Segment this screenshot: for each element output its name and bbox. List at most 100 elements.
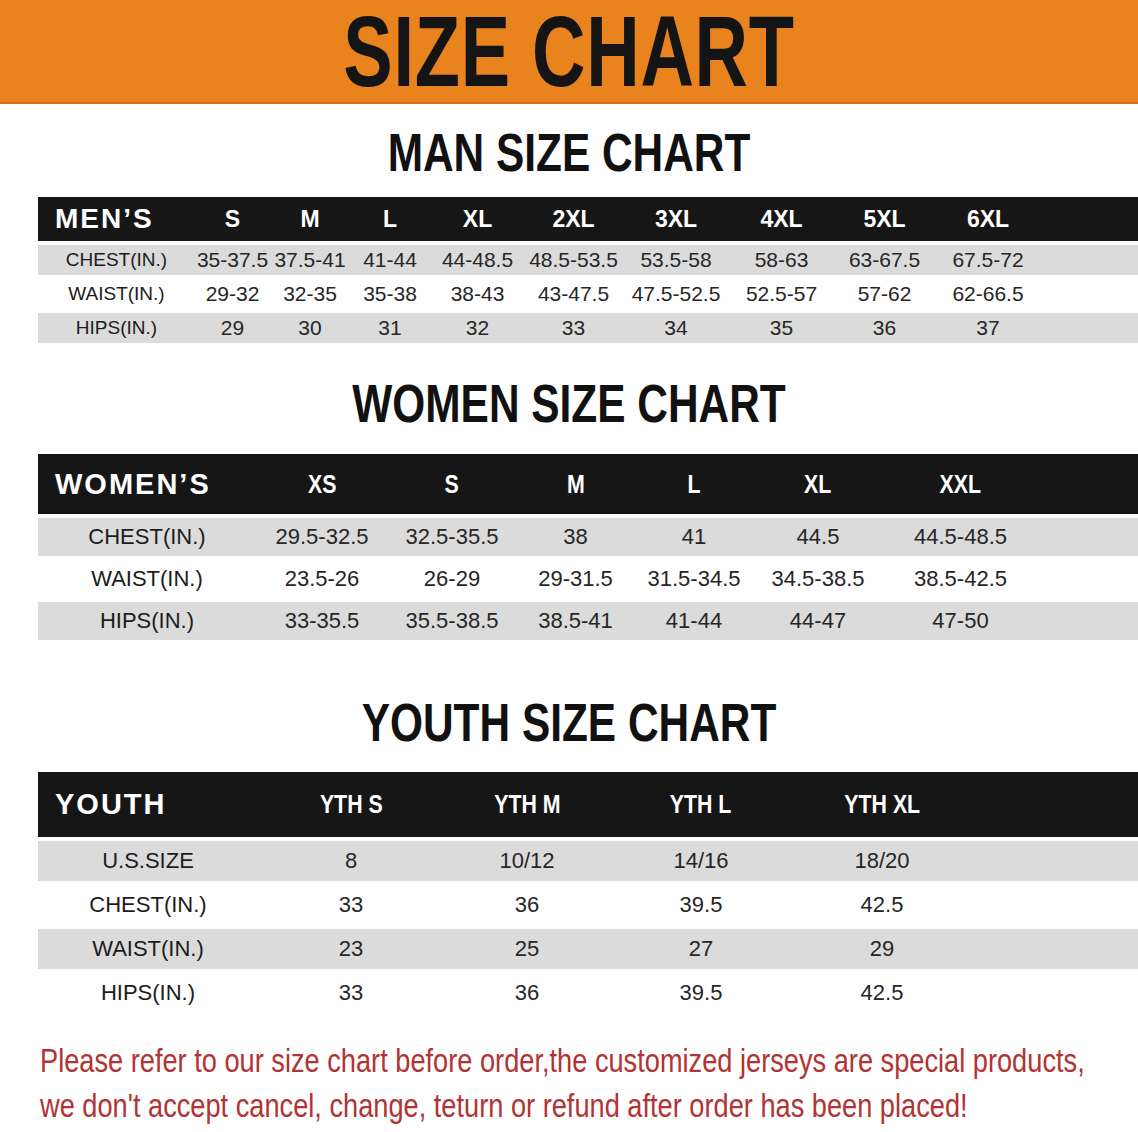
table-corner-label-text: WOMEN’S (55, 468, 211, 501)
table-cell: 41-44 (635, 608, 753, 634)
table-cell-text: 26-29 (424, 566, 480, 592)
column-header: S (388, 469, 516, 500)
page-title: SIZE CHART (343, 1, 794, 101)
table-cell: 29 (792, 936, 972, 962)
table-cell-text: 27 (689, 936, 713, 962)
table-cell: 33-35.5 (256, 608, 388, 634)
row-label: CHEST(IN.) (38, 892, 258, 918)
column-header-text: M (300, 206, 319, 233)
table-cell-text: 41 (682, 524, 706, 550)
table-cell-text: 41-44 (666, 608, 722, 634)
table-cell: 52.5-57 (730, 282, 833, 306)
table-cell-text: 35-38 (363, 282, 417, 306)
row-label-text: HIPS(IN.) (100, 608, 194, 634)
table-cell-text: 44.5 (797, 524, 840, 550)
table-cell: 58-63 (730, 248, 833, 272)
column-header-text: YTH S (320, 789, 383, 820)
youth-size-table: YOUTHYTH SYTH MYTH LYTH XLU.S.SIZE810/12… (38, 772, 1138, 1013)
table-cell-text: 38.5-41 (538, 608, 613, 634)
table-cell: 27 (610, 936, 792, 962)
table-cell-text: 29 (870, 936, 894, 962)
disclaimer: Please refer to our size chart before or… (40, 1038, 1138, 1128)
table-cell: 63-67.5 (833, 248, 936, 272)
table-cell: 38 (516, 524, 635, 550)
table-row: WAIST(IN.)23.5-2626-2929-31.531.5-34.534… (38, 560, 1138, 598)
table-cell-text: 47-50 (932, 608, 988, 634)
banner: SIZE CHART (0, 0, 1138, 104)
table-cell: 62-66.5 (936, 282, 1040, 306)
column-header: L (635, 469, 753, 500)
table-cell-text: 37.5-41 (274, 248, 345, 272)
column-header: YTH S (258, 789, 444, 820)
table-cell: 32-35 (270, 282, 350, 306)
column-header-text: M (567, 469, 585, 500)
table-cell-text: 32-35 (283, 282, 337, 306)
row-label: HIPS(IN.) (38, 317, 195, 339)
table-cell-text: 33 (339, 980, 363, 1006)
table-cell-text: 32 (466, 316, 489, 340)
row-label: WAIST(IN.) (38, 566, 256, 592)
table-cell: 35.5-38.5 (388, 608, 516, 634)
table-cell-text: 44-48.5 (442, 248, 513, 272)
disclaimer-line-1: Please refer to our size chart before or… (40, 1038, 918, 1083)
column-header: S (195, 206, 270, 233)
table-row: WAIST(IN.)29-3232-3535-3838-4343-47.547.… (38, 279, 1138, 309)
row-label: U.S.SIZE (38, 848, 258, 874)
row-label: WAIST(IN.) (38, 936, 258, 962)
table-cell-text: 35.5-38.5 (406, 608, 499, 634)
column-header-text: 2XL (552, 206, 594, 233)
row-label: WAIST(IN.) (38, 283, 195, 305)
table-cell: 29.5-32.5 (256, 524, 388, 550)
table-cell-text: 44-47 (790, 608, 846, 634)
table-cell-text: 39.5 (680, 892, 723, 918)
table-cell-text: 29-31.5 (538, 566, 613, 592)
column-header: 2XL (525, 206, 622, 233)
table-header-row: WOMEN’SXSSMLXLXXL (38, 454, 1138, 514)
men-size-table: MEN’SSMLXL2XL3XL4XL5XL6XLCHEST(IN.)35-37… (38, 197, 1138, 343)
row-label-text: HIPS(IN.) (76, 317, 157, 339)
column-header-text: YTH L (670, 789, 732, 820)
table-cell: 38.5-41 (516, 608, 635, 634)
table-corner-label: WOMEN’S (38, 468, 256, 501)
table-cell-text: 41-44 (363, 248, 417, 272)
table-cell-text: 37 (976, 316, 999, 340)
table-cell-text: 29 (221, 316, 244, 340)
column-header: 5XL (833, 206, 936, 233)
table-cell-text: 8 (345, 848, 357, 874)
table-cell: 29 (195, 316, 270, 340)
column-header-text: YTH XL (844, 789, 920, 820)
table-cell-text: 31 (378, 316, 401, 340)
table-cell-text: 18/20 (854, 848, 909, 874)
column-header: L (350, 206, 430, 233)
table-row: CHEST(IN.)29.5-32.532.5-35.5384144.544.5… (38, 518, 1138, 556)
table-cell: 36 (833, 316, 936, 340)
table-cell: 32 (430, 316, 525, 340)
column-header-text: 5XL (863, 206, 905, 233)
table-cell: 30 (270, 316, 350, 340)
table-cell-text: 42.5 (861, 892, 904, 918)
table-cell: 10/12 (444, 848, 610, 874)
column-header-text: XXL (940, 469, 981, 500)
table-cell: 35-37.5 (195, 248, 270, 272)
table-cell-text: 14/16 (673, 848, 728, 874)
table-cell-text: 31.5-34.5 (648, 566, 741, 592)
table-cell-text: 52.5-57 (746, 282, 817, 306)
column-header: XXL (883, 469, 1038, 500)
table-row: WAIST(IN.)23252729 (38, 929, 1138, 969)
table-cell: 8 (258, 848, 444, 874)
column-header-text: L (687, 469, 700, 500)
table-cell: 38.5-42.5 (883, 566, 1038, 592)
row-label: CHEST(IN.) (38, 524, 256, 550)
table-cell: 33 (258, 892, 444, 918)
row-label-text: CHEST(IN.) (66, 249, 167, 271)
table-cell: 41 (635, 524, 753, 550)
women-section-heading: WOMEN SIZE CHART (114, 381, 1024, 427)
table-cell-text: 29-32 (206, 282, 260, 306)
table-cell: 43-47.5 (525, 282, 622, 306)
table-cell-text: 53.5-58 (640, 248, 711, 272)
table-cell: 23 (258, 936, 444, 962)
table-cell: 37.5-41 (270, 248, 350, 272)
table-cell-text: 36 (873, 316, 896, 340)
column-header: M (270, 206, 350, 233)
table-cell: 67.5-72 (936, 248, 1040, 272)
